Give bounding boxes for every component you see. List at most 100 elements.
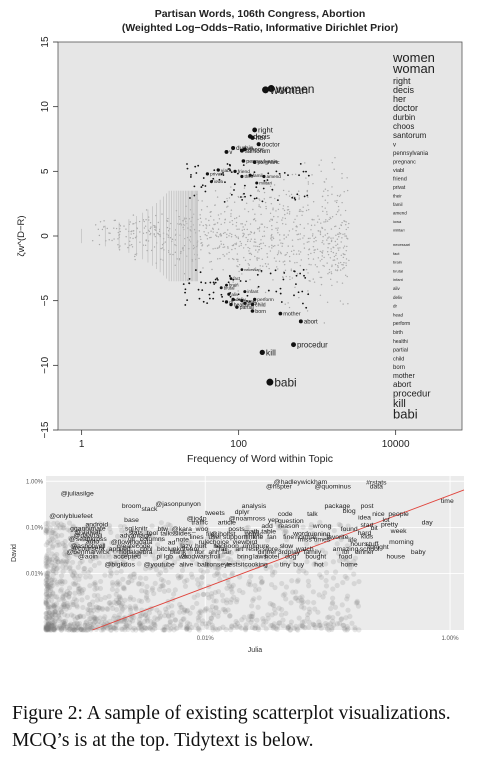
neutral-word-point (270, 203, 273, 205)
word-point (234, 547, 240, 553)
neutral-word-point (327, 243, 330, 245)
word-point (81, 613, 87, 620)
neutral-word-point (227, 229, 229, 231)
neutral-word-point (283, 263, 286, 266)
word-point (310, 530, 316, 537)
neutral-word-point (284, 213, 286, 216)
neutral-word-point (336, 258, 338, 260)
word-point (181, 563, 187, 569)
word-point (86, 607, 92, 613)
word-point (288, 627, 294, 633)
word-label: fine (283, 534, 294, 541)
neutral-word-point (223, 222, 226, 224)
word-point (99, 554, 105, 560)
word-point (352, 625, 358, 631)
word-point (178, 618, 184, 625)
word-point (59, 578, 65, 585)
word-point (72, 621, 78, 627)
word-point (330, 559, 336, 565)
word-point (63, 559, 69, 565)
neutral-word-point (282, 242, 284, 245)
neutral-word-point (131, 246, 134, 248)
neutral-word-point (232, 244, 235, 246)
word-point (220, 552, 226, 558)
neutral-word-point (338, 232, 341, 234)
neutral-word-point (329, 278, 332, 281)
neutral-word-point (338, 236, 340, 238)
word-point (141, 618, 148, 625)
word-point (44, 577, 50, 583)
word-point (225, 580, 231, 586)
word-point (121, 535, 127, 541)
word-point (116, 595, 122, 601)
neutral-word-point (271, 225, 273, 227)
word-point (48, 593, 54, 599)
word-point (167, 522, 173, 529)
word-point (231, 146, 236, 151)
word-point (71, 570, 78, 576)
neutral-word-point (210, 236, 212, 239)
word-point (73, 580, 79, 586)
word-point (250, 598, 256, 604)
word-label: note (176, 537, 189, 544)
word-point (229, 529, 235, 535)
neutral-word-point (262, 242, 265, 244)
dem-list-word: pregnanc (393, 160, 416, 166)
neutral-word-point (149, 233, 151, 236)
word-point (111, 625, 118, 631)
neutral-word-point (184, 217, 186, 219)
neutral-word-point (320, 276, 323, 279)
word-point (196, 627, 202, 633)
neutral-word-point (347, 303, 349, 305)
significant-word-point (305, 170, 307, 173)
word-label: accepted (113, 554, 141, 561)
neutral-word-point (298, 197, 301, 199)
word-point (44, 562, 50, 568)
neutral-word-point (200, 242, 202, 245)
neutral-word-point (237, 260, 239, 262)
neutral-word-point (287, 208, 290, 211)
labeled-words: womenwomanrightdecisherdoctordurbinchoos… (205, 82, 328, 389)
word-point (209, 622, 215, 628)
word-point (249, 603, 255, 609)
neutral-word-point (259, 206, 262, 208)
word-label: auto (86, 538, 99, 545)
word-point (109, 562, 116, 568)
dem-list-word: women (392, 50, 435, 65)
word-point (47, 620, 53, 627)
neutral-word-point (285, 275, 287, 278)
word-label: miss (298, 537, 313, 544)
word-point (178, 539, 184, 545)
word-label: hop (119, 549, 131, 556)
word-label: kids (361, 533, 374, 540)
word-point (46, 625, 52, 631)
neutral-word-point (282, 217, 284, 219)
word-point (44, 582, 50, 588)
neutral-word-point (336, 243, 339, 245)
neutral-word-point (322, 235, 324, 238)
word-point (148, 624, 154, 630)
neutral-word-point (129, 244, 131, 247)
word-point (160, 627, 166, 633)
word-point (79, 588, 85, 594)
word-point (223, 626, 229, 633)
word-point (323, 561, 329, 567)
word-point (248, 573, 254, 579)
word-point (73, 529, 80, 535)
word-point (48, 577, 55, 583)
neutral-word-point (325, 221, 327, 223)
neutral-word-point (261, 223, 263, 225)
word-point (43, 600, 49, 606)
neutral-word-point (240, 223, 242, 225)
significant-word-point (229, 275, 231, 278)
word-point (59, 559, 65, 566)
word-point (166, 587, 172, 594)
neutral-word-point (258, 198, 260, 200)
neutral-word-point (279, 203, 281, 205)
word-point (344, 627, 350, 633)
word-point (280, 526, 286, 532)
neutral-word-point (334, 269, 337, 271)
word-point (99, 606, 106, 613)
word-point (285, 625, 291, 631)
word-point (112, 552, 118, 558)
